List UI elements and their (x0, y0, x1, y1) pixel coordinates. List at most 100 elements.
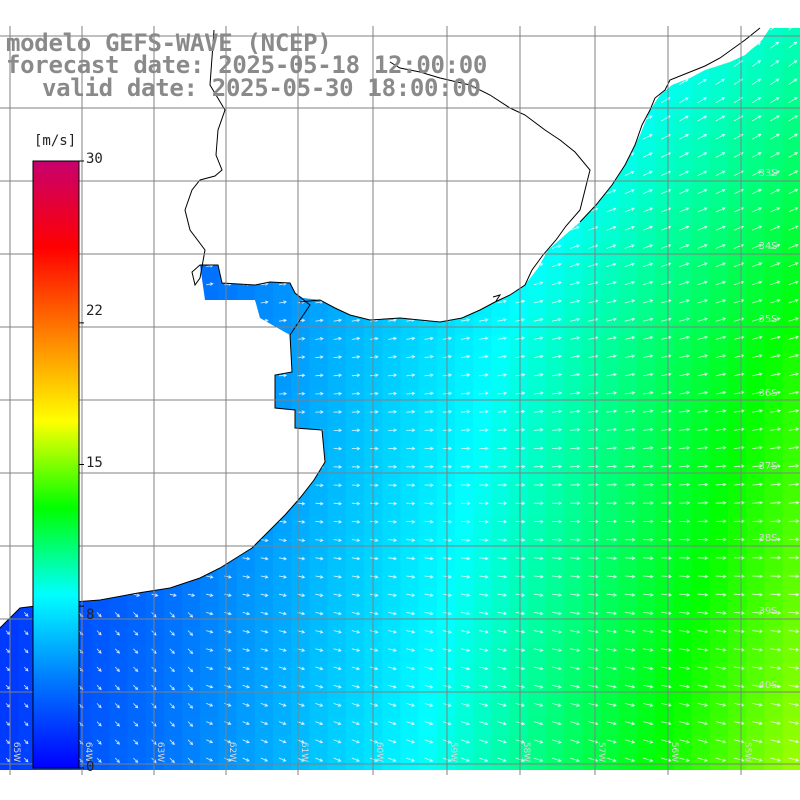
wind-cell (600, 280, 620, 300)
wind-cell (455, 608, 474, 628)
wind-cell (600, 699, 620, 719)
wind-cell (473, 262, 492, 282)
wind-cell (309, 353, 329, 373)
wind-arrow (733, 354, 745, 358)
wind-cell (491, 717, 511, 737)
wind-arrow (169, 373, 178, 378)
wind-arrow (406, 300, 416, 304)
wind-cell (709, 517, 729, 537)
wind-arrow (351, 172, 360, 176)
wind-arrow (460, 684, 471, 689)
wind-cell (291, 226, 310, 245)
wind-cell (327, 444, 347, 464)
wind-arrow (733, 372, 745, 377)
wind-arrow (206, 611, 214, 616)
wind-cell (200, 772, 219, 791)
wind-cell (637, 590, 656, 609)
wind-cell (455, 772, 474, 791)
wind-arrow (115, 264, 123, 268)
wind-cell (91, 626, 110, 646)
wind-arrow (770, 207, 781, 213)
wind-arrow (697, 354, 709, 358)
wind-arrow (697, 446, 709, 450)
wind-cell (0, 299, 19, 318)
wind-cell (637, 535, 656, 555)
wind-arrow (96, 648, 102, 654)
wind-arrow (187, 373, 196, 378)
wind-cell (600, 663, 620, 682)
wind-arrow (606, 317, 617, 322)
wind-cell (746, 644, 765, 664)
wind-cell (673, 663, 693, 682)
wind-arrow (351, 117, 360, 122)
wind-arrow (642, 134, 653, 140)
wind-cell (382, 117, 401, 136)
wind-arrow (606, 446, 618, 450)
wind-cell (309, 626, 329, 646)
wind-arrow (24, 319, 31, 323)
wind-cell (582, 517, 602, 537)
wind-arrow (788, 317, 800, 322)
wind-cell (618, 754, 638, 770)
wind-arrow (333, 593, 343, 597)
wind-arrow (406, 28, 415, 31)
wind-cell (127, 189, 147, 209)
wind-cell (473, 335, 492, 355)
wind-arrow (715, 501, 727, 505)
wind-cell (382, 189, 401, 209)
wind-cell (673, 590, 693, 609)
wind-arrow (206, 428, 214, 433)
wind-arrow (570, 354, 581, 359)
wind-arrow (224, 684, 232, 689)
wind-arrow (788, 721, 800, 725)
wind-cell (218, 608, 238, 628)
wind-arrow (551, 666, 562, 671)
wind-cell (582, 590, 602, 609)
wind-arrow (570, 519, 581, 524)
wind-cell (691, 590, 711, 609)
wind-cell (600, 353, 620, 373)
wind-arrow (588, 244, 599, 249)
wind-arrow (752, 739, 763, 744)
wind-arrow (551, 757, 562, 762)
wind-cell (200, 426, 219, 446)
wind-cell (546, 754, 565, 770)
longitude-label: 64W (83, 742, 93, 762)
wind-cell (418, 153, 438, 173)
wind-arrow (570, 721, 581, 726)
wind-cell (419, 772, 438, 791)
wind-arrow (315, 575, 324, 579)
wind-cell (163, 699, 183, 719)
wind-arrow (260, 575, 269, 579)
wind-cell (346, 772, 365, 791)
wind-arrow (752, 445, 763, 450)
wind-cell (600, 371, 620, 391)
wind-cell (327, 681, 347, 700)
wind-arrow (661, 721, 672, 726)
wind-arrow (533, 428, 544, 432)
wind-cell (473, 754, 492, 770)
wind-cell (746, 353, 765, 373)
wind-cell (327, 535, 347, 555)
wind-cell (273, 408, 292, 427)
wind-cell (254, 426, 274, 446)
wind-arrow (133, 282, 141, 287)
wind-arrow (187, 227, 196, 232)
wind-cell (491, 80, 511, 100)
wind-cell (546, 608, 565, 628)
wind-arrow (369, 684, 379, 689)
wind-arrow (133, 136, 141, 140)
wind-cell (182, 481, 201, 500)
wind-arrow (752, 629, 763, 634)
wind-arrow (642, 78, 653, 85)
wind-arrow (715, 574, 727, 579)
wind-arrow (388, 153, 397, 158)
wind-cell (127, 772, 146, 791)
wind-cell (564, 499, 583, 518)
wind-arrow (770, 537, 782, 542)
wind-arrow (606, 593, 618, 597)
wind-arrow (351, 227, 361, 231)
wind-arrow (606, 501, 618, 505)
wind-arrow (661, 648, 672, 652)
wind-cell (436, 28, 456, 45)
